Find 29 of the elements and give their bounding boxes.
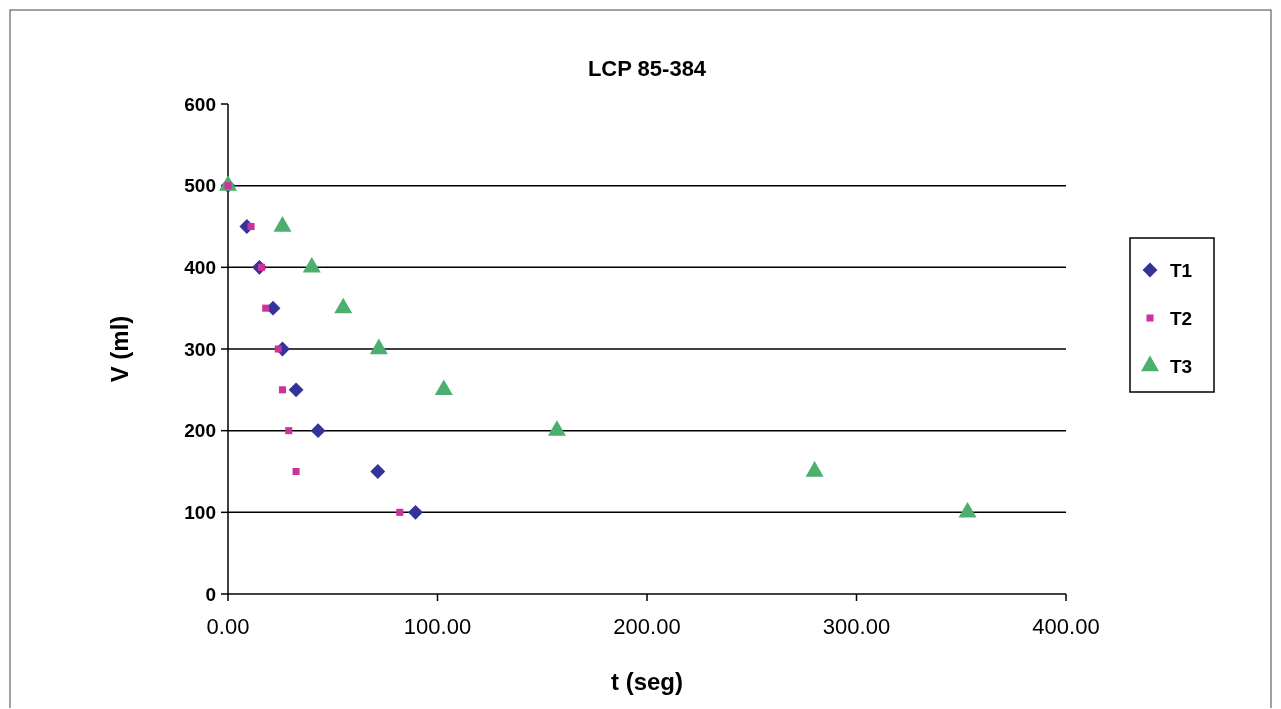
point <box>274 345 282 353</box>
x-tick-label: 0.00 <box>206 614 250 639</box>
chart-title: LCP 85-384 <box>587 56 707 81</box>
y-tick-label: 600 <box>184 93 216 115</box>
y-tick-label: 500 <box>184 175 216 197</box>
x-axis-title: t (seg) <box>611 668 683 695</box>
point <box>396 508 404 516</box>
y-tick-label: 100 <box>184 501 216 523</box>
x-tick-label: 300.00 <box>822 614 891 639</box>
x-tick-label: 100.00 <box>403 614 472 639</box>
y-tick-label: 400 <box>184 256 216 278</box>
point <box>247 222 255 231</box>
y-tick-label: 0 <box>205 583 216 605</box>
y-axis-title: V (ml) <box>106 315 133 383</box>
x-tick-label: 400.00 <box>1032 614 1100 639</box>
point <box>408 504 423 520</box>
point <box>262 304 270 312</box>
legend-label: T3 <box>1170 355 1193 377</box>
point <box>292 467 300 476</box>
point <box>288 382 304 398</box>
point <box>285 427 293 435</box>
y-tick-label: 200 <box>184 420 216 442</box>
point <box>310 423 326 439</box>
point <box>370 464 386 479</box>
x-tick-label: 200.00 <box>613 614 681 639</box>
y-tick-label: 300 <box>184 338 216 360</box>
point <box>278 386 287 394</box>
legend-label: T1 <box>1170 259 1193 281</box>
legend-label: T2 <box>1170 307 1193 329</box>
